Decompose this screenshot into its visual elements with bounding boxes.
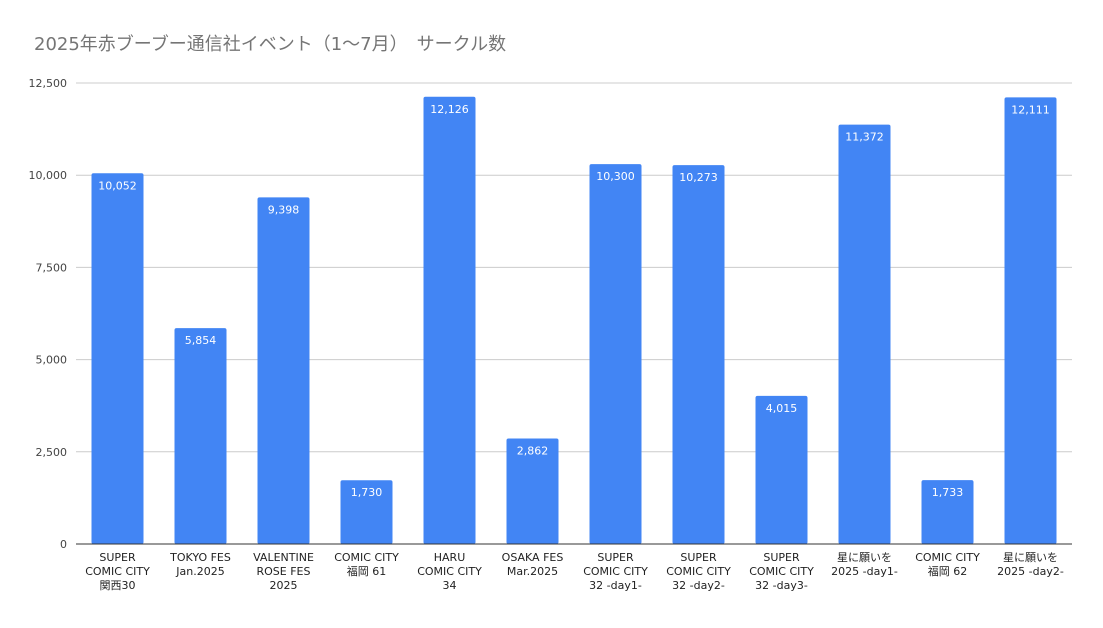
x-tick-label-line: SUPER — [597, 551, 634, 564]
x-tick-label-line: Jan.2025 — [175, 565, 224, 578]
x-tick-label-line: Mar.2025 — [507, 565, 558, 578]
data-label: 9,398 — [268, 203, 300, 216]
x-tick-label-line: TOKYO FES — [169, 551, 231, 564]
bar[interactable] — [921, 480, 974, 544]
x-tick-label-line: COMIC CITY — [666, 565, 731, 578]
y-tick-label: 2,500 — [36, 446, 68, 459]
data-label: 2,862 — [517, 444, 549, 457]
x-tick-label-line: COMIC CITY — [583, 565, 648, 578]
x-tick-label-line: 2025 — [270, 579, 298, 592]
data-label: 1,733 — [932, 486, 964, 499]
chart-title: 2025年赤ブーブー通信社イベント（1〜7月） サークル数 — [34, 34, 507, 55]
x-tick-label-line: COMIC CITY — [417, 565, 482, 578]
x-tick-label: COMIC CITY 福岡 62 — [915, 551, 980, 578]
x-tick-label: TOKYO FES Jan.2025 — [169, 551, 231, 578]
data-label: 12,111 — [1011, 103, 1050, 116]
x-tick-label-line: SUPER — [763, 551, 800, 564]
x-tick-label-line: 32 -day1- — [589, 579, 642, 592]
x-tick-label-line: 福岡 61 — [347, 564, 387, 578]
x-tick-label-line: VALENTINE — [253, 551, 314, 564]
bar[interactable] — [257, 197, 310, 544]
x-tick-label-line: COMIC CITY — [334, 551, 399, 564]
x-tick-label-line: 32 -day3- — [755, 579, 808, 592]
x-tick-label: SUPER COMIC CITY 32 -day3- — [749, 551, 814, 592]
bar[interactable] — [91, 173, 144, 545]
bar[interactable] — [506, 438, 559, 544]
x-tick-label: SUPER COMIC CITY 関西30 — [85, 551, 150, 592]
data-label: 4,015 — [766, 402, 798, 415]
bar[interactable] — [838, 124, 891, 544]
x-tick-label-line: COMIC CITY — [915, 551, 980, 564]
x-tick-label-line: OSAKA FES — [502, 551, 564, 564]
x-tick-label: 星に願いを 2025 -day1- — [831, 551, 898, 578]
x-tick-label-line: 関西30 — [100, 579, 136, 592]
y-tick-label: 7,500 — [36, 261, 68, 274]
x-tick-label-line: 2025 -day2- — [997, 565, 1064, 578]
x-tick-label-line: COMIC CITY — [85, 565, 150, 578]
y-tick-label: 0 — [60, 538, 67, 551]
x-tick-label-line: ROSE FES — [257, 565, 311, 578]
bar[interactable] — [589, 164, 642, 545]
x-tick-label-line: SUPER — [680, 551, 717, 564]
x-tick-label-line: 星に願いを — [837, 551, 892, 564]
bar[interactable] — [340, 480, 393, 544]
bar[interactable] — [1004, 97, 1057, 545]
x-tick-label: OSAKA FES Mar.2025 — [502, 551, 564, 578]
bar[interactable] — [755, 395, 808, 544]
data-label: 10,300 — [596, 170, 635, 183]
data-label: 12,126 — [430, 103, 469, 116]
bar[interactable] — [672, 165, 725, 544]
x-tick-label: VALENTINE ROSE FES 2025 — [253, 551, 314, 592]
data-label: 1,730 — [351, 486, 383, 499]
x-tick-label: SUPER COMIC CITY 32 -day2- — [666, 551, 731, 592]
x-tick-label: SUPER COMIC CITY 32 -day1- — [583, 551, 648, 592]
x-tick-label-line: 34 — [443, 579, 457, 592]
x-tick-label-line: SUPER — [99, 551, 136, 564]
bar[interactable] — [423, 96, 476, 544]
data-label: 5,854 — [185, 334, 217, 347]
x-tick-label-line: HARU — [434, 551, 466, 564]
y-tick-label: 5,000 — [36, 354, 68, 367]
x-tick-label: HARU COMIC CITY 34 — [417, 551, 482, 592]
data-label: 10,052 — [98, 179, 137, 192]
x-tick-label-line: 2025 -day1- — [831, 565, 898, 578]
bar[interactable] — [174, 328, 227, 544]
x-tick-label-line: 星に願いを — [1003, 551, 1058, 564]
y-tick-label: 10,000 — [29, 169, 68, 182]
data-label: 11,372 — [845, 131, 884, 144]
x-tick-label: 星に願いを 2025 -day2- — [997, 551, 1064, 578]
y-tick-label: 12,500 — [29, 77, 68, 90]
x-tick-label: COMIC CITY 福岡 61 — [334, 551, 399, 578]
x-tick-label-line: COMIC CITY — [749, 565, 814, 578]
x-tick-label-line: 福岡 62 — [928, 564, 968, 578]
data-label: 10,273 — [679, 171, 718, 184]
x-tick-label-line: 32 -day2- — [672, 579, 725, 592]
